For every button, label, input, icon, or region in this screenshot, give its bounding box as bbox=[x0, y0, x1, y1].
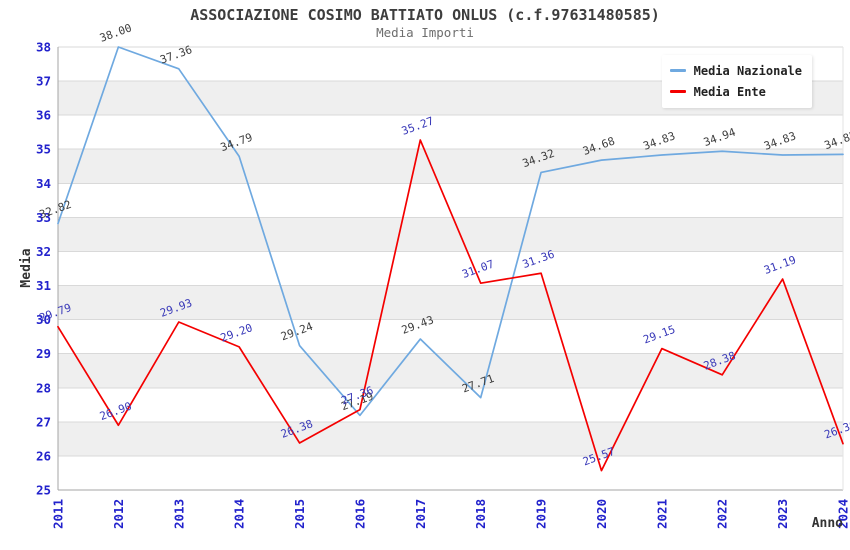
chart-title: ASSOCIAZIONE COSIMO BATTIATO ONLUS (c.f.… bbox=[190, 6, 660, 24]
x-axis-tick-label: 2021 bbox=[654, 499, 669, 529]
data-label-media-ente: 29.20 bbox=[219, 321, 255, 345]
x-axis-tick-label: 2017 bbox=[413, 499, 428, 529]
y-axis-tick-label: 30 bbox=[36, 312, 51, 327]
y-axis-tick-label: 25 bbox=[36, 483, 51, 498]
y-axis-tick-label: 31 bbox=[36, 278, 51, 293]
chart-subtitle: Media Importi bbox=[376, 25, 474, 40]
data-label-media-nazionale: 34.94 bbox=[702, 125, 738, 149]
x-axis-tick-label: 2019 bbox=[534, 499, 549, 529]
y-axis-tick-label: 27 bbox=[36, 414, 51, 429]
y-axis-tick-label: 28 bbox=[36, 380, 51, 395]
plot-band bbox=[58, 421, 843, 456]
x-axis-title: Anno bbox=[812, 516, 843, 531]
series-line-media-ente[interactable] bbox=[57, 139, 844, 472]
x-axis-tick-label: 2011 bbox=[51, 499, 66, 529]
plot-band bbox=[58, 217, 843, 252]
legend-label: Media Ente bbox=[693, 84, 766, 99]
series-line-media-nazionale[interactable] bbox=[57, 46, 844, 417]
y-axis-tick-label: 34 bbox=[36, 176, 51, 191]
x-axis-tick-label: 2024 bbox=[836, 499, 850, 529]
y-axis-tick-label: 33 bbox=[36, 210, 51, 225]
legend-item-media-nazionale[interactable]: Media Nazionale bbox=[669, 60, 802, 81]
x-axis-tick-label: 2018 bbox=[473, 499, 488, 529]
legend: Media Nazionale Media Ente bbox=[661, 55, 812, 108]
legend-item-media-ente[interactable]: Media Ente bbox=[669, 81, 802, 102]
y-axis-tick-label: 35 bbox=[36, 142, 51, 157]
legend-swatch-icon bbox=[669, 90, 686, 93]
x-axis-tick-label: 2015 bbox=[292, 499, 307, 529]
x-axis-tick-label: 2020 bbox=[594, 499, 609, 529]
y-axis-tick-label: 29 bbox=[36, 346, 51, 361]
y-axis-tick-label: 36 bbox=[36, 108, 51, 123]
data-label-media-ente: 29.15 bbox=[641, 323, 677, 347]
x-axis-tick-label: 2013 bbox=[171, 499, 186, 529]
legend-swatch-icon bbox=[669, 69, 686, 72]
data-label-media-ente: 29.79 bbox=[38, 301, 74, 325]
x-axis-tick-label: 2016 bbox=[352, 499, 367, 529]
data-label-media-nazionale: 34.85 bbox=[823, 129, 850, 153]
data-label-media-ente: 31.19 bbox=[762, 253, 798, 277]
x-axis-tick-label: 2012 bbox=[111, 499, 126, 529]
x-axis-tick-label: 2023 bbox=[775, 499, 790, 529]
plot-band bbox=[58, 149, 843, 184]
data-label-media-nazionale: 38.00 bbox=[98, 21, 134, 45]
y-axis-tick-label: 38 bbox=[36, 40, 51, 55]
y-axis-tick-label: 26 bbox=[36, 448, 51, 463]
data-label-media-ente: 35.27 bbox=[400, 114, 436, 138]
y-axis-tick-label: 32 bbox=[36, 244, 51, 259]
y-axis-tick-label: 37 bbox=[36, 74, 51, 89]
x-axis-tick-label: 2022 bbox=[715, 499, 730, 529]
legend-label: Media Nazionale bbox=[693, 63, 802, 78]
y-axis-title: Media bbox=[19, 248, 34, 287]
plot-band bbox=[58, 285, 843, 320]
x-axis-tick-label: 2014 bbox=[232, 499, 247, 529]
